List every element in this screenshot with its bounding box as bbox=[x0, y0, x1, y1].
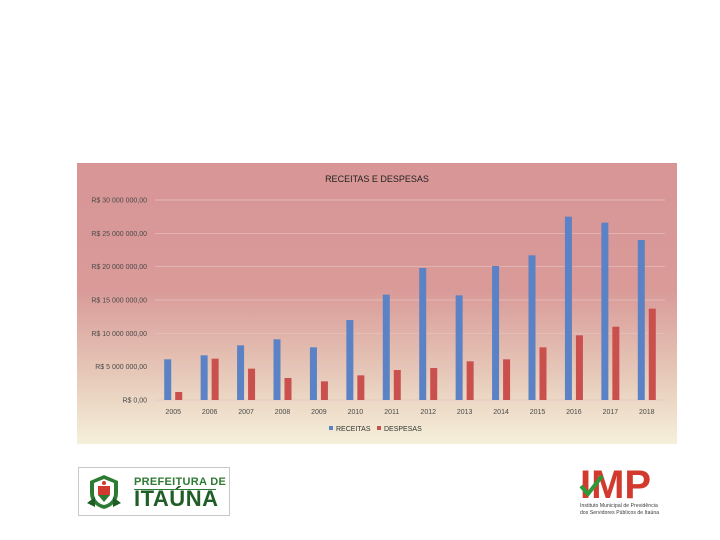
y-tick-label: R$ 10 000 000,00 bbox=[91, 331, 147, 338]
x-tick-label: 2006 bbox=[202, 409, 218, 416]
x-tick-label: 2016 bbox=[566, 409, 582, 416]
bar-receitas-2014 bbox=[492, 266, 500, 400]
imp-subtitle-1: Instituto Municipal de Previdência bbox=[580, 503, 658, 509]
x-tick-label: 2007 bbox=[238, 409, 254, 416]
imp-subtitle-2: dos Servidores Públicos de Itaúna bbox=[580, 510, 660, 516]
bar-despesas-2005 bbox=[175, 392, 183, 400]
x-tick-label: 2014 bbox=[493, 409, 509, 416]
bar-receitas-2005 bbox=[164, 359, 172, 400]
chart-title: RECEITAS E DESPESAS bbox=[325, 174, 429, 184]
bar-despesas-2013 bbox=[466, 361, 474, 400]
bar-receitas-2017 bbox=[601, 222, 609, 400]
legend: RECEITAS DESPESAS bbox=[329, 426, 422, 433]
bar-despesas-2016 bbox=[575, 335, 583, 400]
logo-line-prefeitura: PREFEITURA DE bbox=[134, 476, 227, 488]
x-tick-label: 2005 bbox=[165, 409, 181, 416]
y-tick-label: R$ 0,00 bbox=[122, 398, 147, 405]
chart-panel: RECEITAS E DESPESAS R$ 0,00 R$ 5 000 000,… bbox=[77, 163, 677, 444]
y-tick-label: R$ 5 000 000,00 bbox=[95, 364, 147, 371]
bar-despesas-2012 bbox=[430, 368, 438, 400]
bar-receitas-2018 bbox=[637, 240, 645, 400]
y-tick-label: R$ 20 000 000,00 bbox=[91, 264, 147, 271]
x-tick-label: 2018 bbox=[639, 409, 655, 416]
y-tick-label: R$ 15 000 000,00 bbox=[91, 298, 147, 305]
x-tick-label: 2015 bbox=[530, 409, 546, 416]
logo-line-itauna: ITAÚNA bbox=[134, 486, 219, 511]
bar-receitas-2013 bbox=[455, 295, 463, 400]
y-axis-ticks: R$ 0,00 R$ 5 000 000,00 R$ 10 000 000,00 R$… bbox=[91, 198, 147, 405]
legend-label: DESPESAS bbox=[384, 426, 422, 433]
imp-logo: IMP Instituto Municipal de Previdência d… bbox=[578, 462, 686, 520]
bar-chart: RECEITAS E DESPESAS R$ 0,00 R$ 5 000 000,… bbox=[91, 174, 665, 433]
x-tick-label: 2011 bbox=[384, 409, 399, 416]
x-tick-label: 2013 bbox=[457, 409, 473, 416]
bar-receitas-2010 bbox=[346, 320, 354, 400]
bar-despesas-2015 bbox=[539, 347, 547, 400]
bar-receitas-2006 bbox=[200, 355, 208, 400]
bar-receitas-2012 bbox=[419, 268, 427, 400]
bar-despesas-2014 bbox=[503, 359, 511, 400]
legend-label: RECEITAS bbox=[336, 426, 371, 433]
bar-receitas-2009 bbox=[309, 347, 317, 400]
bar-despesas-2006 bbox=[211, 358, 219, 400]
bar-receitas-2011 bbox=[382, 294, 390, 400]
grid-lines bbox=[155, 199, 665, 401]
bar-despesas-2011 bbox=[393, 370, 401, 400]
bar-despesas-2018 bbox=[648, 308, 656, 400]
legend-swatch bbox=[329, 426, 333, 430]
x-tick-label: 2017 bbox=[603, 409, 619, 416]
x-tick-label: 2009 bbox=[311, 409, 327, 416]
x-tick-label: 2012 bbox=[420, 409, 436, 416]
bar-receitas-2016 bbox=[564, 216, 572, 400]
bar-despesas-2010 bbox=[357, 375, 365, 400]
bar-despesas-2008 bbox=[284, 378, 292, 400]
legend-swatch bbox=[377, 426, 381, 430]
bar-despesas-2007 bbox=[248, 368, 256, 400]
x-tick-label: 2010 bbox=[348, 409, 364, 416]
logo-divider bbox=[134, 489, 216, 490]
y-tick-label: R$ 25 000 000,00 bbox=[91, 231, 147, 238]
bars bbox=[164, 216, 656, 400]
bar-despesas-2009 bbox=[320, 381, 328, 400]
bar-despesas-2017 bbox=[612, 326, 620, 400]
imp-logo-mark-icon: IMP bbox=[579, 463, 651, 502]
bar-receitas-2007 bbox=[237, 345, 245, 400]
x-tick-label: 2008 bbox=[275, 409, 291, 416]
x-axis-ticks: 2005 2006 2007 2008 2009 2010 2011 2012 2013 2014… bbox=[165, 409, 654, 416]
y-tick-label: R$ 30 000 000,00 bbox=[91, 198, 147, 205]
bar-receitas-2008 bbox=[273, 339, 281, 400]
prefeitura-logo: PREFEITURA DE ITAÚNA bbox=[78, 467, 230, 516]
bar-receitas-2015 bbox=[528, 255, 536, 400]
city-crest-icon bbox=[87, 475, 121, 509]
imp-acronym: IMP bbox=[580, 463, 651, 502]
